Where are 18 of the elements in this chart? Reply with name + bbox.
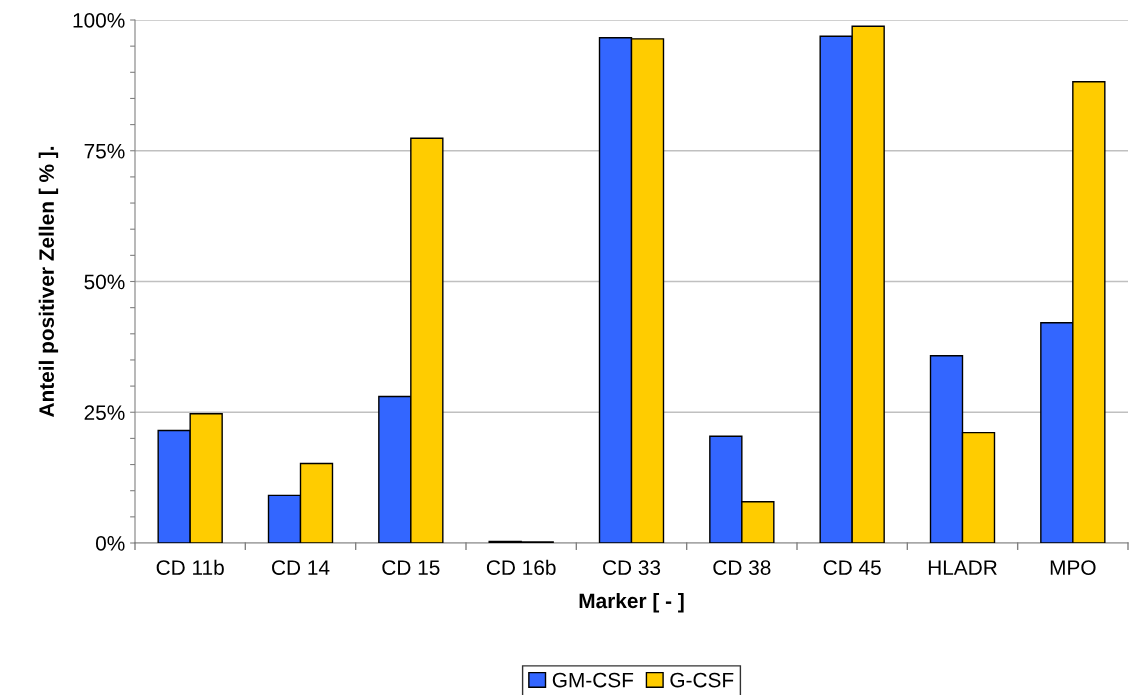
x-tick-label: HLADR bbox=[928, 560, 997, 575]
x-tick-label: MPO bbox=[1050, 560, 1096, 575]
x-tick-label: CD 16b bbox=[486, 559, 556, 575]
x-tick-label: CD 15 bbox=[382, 560, 440, 575]
y-tick-label: 100% bbox=[73, 13, 125, 28]
y-tick-label: 25% bbox=[84, 405, 125, 420]
y-tick-label: 50% bbox=[84, 274, 125, 290]
x-tick-label: CD 38 bbox=[713, 560, 771, 575]
x-tick-label: CD 14 bbox=[272, 560, 330, 575]
y-tick-label: 75% bbox=[84, 143, 125, 159]
legend-label: G-CSF bbox=[670, 672, 734, 688]
x-tick-label: CD 45 bbox=[823, 560, 881, 575]
x-tick-label: CD 11b bbox=[156, 559, 224, 575]
x-tick-label: CD 33 bbox=[603, 560, 661, 575]
legend-label: GM-CSF bbox=[552, 672, 634, 688]
y-tick-label: 0% bbox=[95, 536, 125, 551]
x-axis-title: Marker [ - ] bbox=[579, 592, 684, 613]
y-axis-title: Anteil positiver Zellen [ % ]. bbox=[38, 146, 59, 417]
